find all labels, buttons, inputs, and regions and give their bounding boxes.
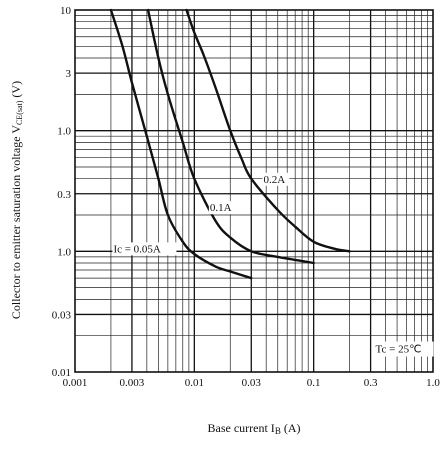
x-axis-title-unit: (A)	[281, 421, 301, 435]
y-tick-label: 1.0	[57, 126, 71, 138]
x-tick-label: 0.3	[364, 377, 378, 389]
curve-ic-0-2a	[185, 8, 351, 253]
curve-label-background	[262, 172, 290, 186]
y-tick-label: 1.0	[57, 246, 71, 258]
y-axis-title-main: Collector to emitter saturation voltage …	[9, 125, 23, 319]
x-tick-label: 1.0	[426, 377, 440, 389]
x-tick-label: 0.003	[120, 377, 145, 389]
y-axis-title-subscript: CE(sat)	[15, 100, 24, 125]
curve-ic-0-05a	[109, 8, 253, 280]
grid-lines	[75, 10, 433, 372]
curve-ic-0-1a	[146, 8, 315, 265]
x-axis-title: Base current IB (A)	[208, 421, 301, 436]
y-tick-label: 0.3	[57, 189, 71, 201]
x-axis-title-subscript: B	[275, 426, 281, 436]
plot-frame	[74, 9, 434, 373]
curve-label-background	[208, 201, 236, 215]
condition-label-background	[373, 341, 434, 357]
x-tick-label: 0.1	[307, 377, 321, 389]
curve-label-0-2a: 0.2A	[264, 174, 286, 186]
y-tick-label: 10	[60, 5, 72, 17]
x-tick-label: 0.03	[242, 377, 262, 389]
x-axis-title-main: Base current I	[208, 421, 275, 435]
y-tick-label: 0.01	[52, 367, 71, 379]
x-tick-label: 0.01	[185, 377, 204, 389]
curve-label-ic-0-05a: Ic = 0.05A	[113, 243, 160, 255]
condition-label: Tc = 25℃	[376, 344, 422, 356]
curve-label-background	[112, 242, 177, 256]
tick-labels: 0.001 0.003 0.01 0.03 0.1 0.3 1.0 10 3 1.0 0.3 1.0 0…	[52, 5, 441, 389]
x-tick-label: 0.001	[63, 377, 88, 389]
y-axis-title-unit: (V)	[9, 81, 23, 101]
curve-labels: Ic = 0.05A 0.1A 0.2A Tc = 25℃	[112, 172, 434, 357]
curve-label-0-1a: 0.1A	[210, 202, 232, 214]
y-tick-label: 0.03	[52, 309, 72, 321]
y-axis-title: Collector to emitter saturation voltage …	[9, 81, 24, 319]
y-tick-label: 3	[66, 68, 72, 80]
curve-group	[109, 8, 351, 280]
